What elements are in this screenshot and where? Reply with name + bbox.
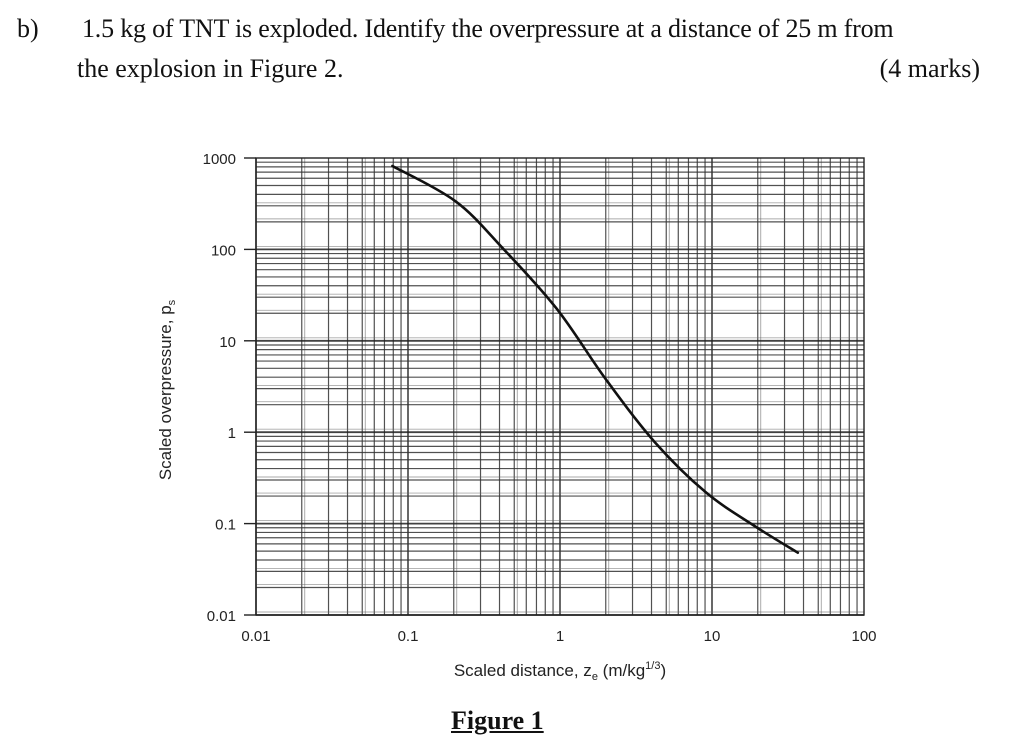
question-label: b) [17, 14, 39, 43]
chart-grid [255, 158, 864, 616]
x-tick-label: 0.1 [398, 628, 419, 645]
y-tick-labels: 1000 100 10 1 0.1 0.01 [203, 151, 236, 625]
y-tick-label: 1 [228, 425, 236, 442]
x-tick-label: 1 [556, 628, 564, 645]
y-tick-label: 0.01 [207, 608, 236, 625]
x-tick-label: 100 [851, 628, 876, 645]
x-tick-labels: 0.01 0.1 1 10 100 [241, 628, 876, 645]
question-marks: (4 marks) [879, 54, 980, 83]
x-tick-label: 0.01 [241, 628, 270, 645]
y-tick-label: 0.1 [215, 517, 236, 534]
x-tick-label: 10 [704, 628, 721, 645]
question-text-line1: 1.5 kg of TNT is exploded. Identify the … [82, 14, 894, 43]
y-tick-label: 10 [219, 334, 236, 351]
figure-caption: Figure 1 [451, 706, 544, 735]
chart-frame [244, 157, 865, 616]
y-tick-label: 100 [211, 242, 236, 259]
x-axis-label: Scaled distance, ze (m/kg1/3) [454, 660, 666, 683]
y-tick-label: 1000 [203, 151, 236, 168]
y-axis-label: Scaled overpressure, ps [156, 299, 178, 480]
overpressure-curve [391, 164, 800, 554]
question-text-line2: the explosion in Figure 2. [77, 54, 344, 83]
